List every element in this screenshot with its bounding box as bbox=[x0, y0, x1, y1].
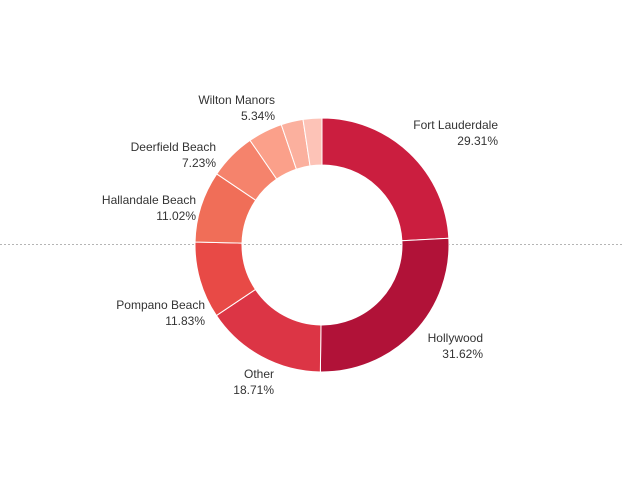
donut-slices bbox=[194, 117, 450, 373]
slice-fort-lauderdale[interactable] bbox=[321, 117, 450, 242]
slice-hollywood[interactable] bbox=[319, 237, 450, 373]
slice-label-hollywood: Hollywood bbox=[428, 331, 483, 345]
slice-value-deerfield-beach: 7.23% bbox=[182, 156, 216, 170]
slice-label-fort-lauderdale: Fort Lauderdale bbox=[413, 118, 498, 132]
slice-label-other: Other bbox=[244, 367, 274, 381]
slice-value-pompano-beach: 11.83% bbox=[165, 314, 205, 328]
slice-label-deerfield-beach: Deerfield Beach bbox=[131, 140, 216, 154]
slice-value-hallandale-beach: 11.02% bbox=[156, 209, 196, 223]
slice-value-wilton-manors: 5.34% bbox=[241, 109, 275, 123]
slice-value-hollywood: 31.62% bbox=[442, 347, 483, 361]
slice-label-hallandale-beach: Hallandale Beach bbox=[102, 193, 196, 207]
slice-label-wilton-manors: Wilton Manors bbox=[198, 93, 275, 107]
slice-value-fort-lauderdale: 29.31% bbox=[457, 134, 498, 148]
slice-labels: Fort Lauderdale 29.31% Hollywood 31.62% Othe… bbox=[102, 93, 498, 397]
slice-label-pompano-beach: Pompano Beach bbox=[116, 298, 205, 312]
slice-unlabeled-8[interactable] bbox=[302, 117, 323, 167]
slice-value-other: 18.71% bbox=[233, 383, 274, 397]
